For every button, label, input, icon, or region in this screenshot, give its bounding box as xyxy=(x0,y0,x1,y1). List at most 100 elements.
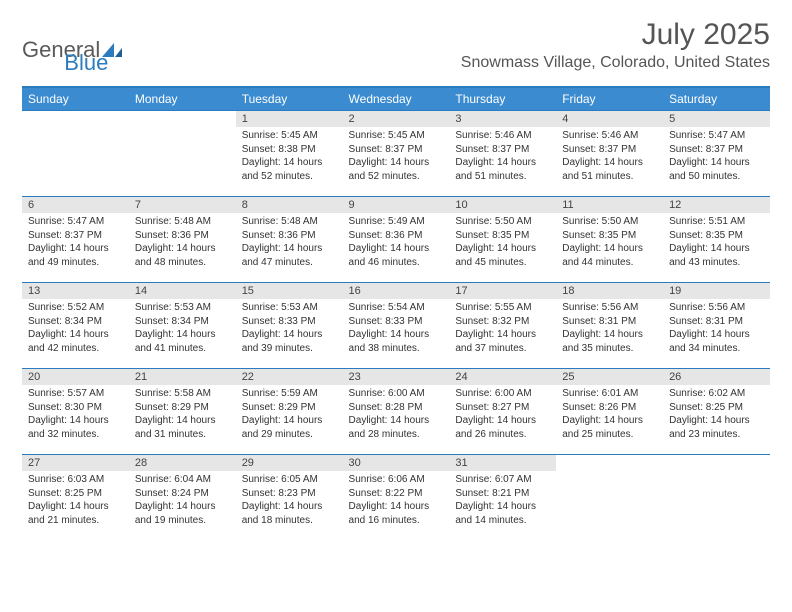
daylight-text: Daylight: 14 hours and 52 minutes. xyxy=(242,156,337,183)
day-number: 9 xyxy=(343,197,450,213)
sunrise-text: Sunrise: 6:01 AM xyxy=(562,387,657,401)
daylight-text: Daylight: 14 hours and 25 minutes. xyxy=(562,414,657,441)
sunrise-text: Sunrise: 6:03 AM xyxy=(28,473,123,487)
daylight-text: Daylight: 14 hours and 32 minutes. xyxy=(28,414,123,441)
calendar-cell: 5Sunrise: 5:47 AMSunset: 8:37 PMDaylight… xyxy=(663,111,770,197)
day-number: 25 xyxy=(556,369,663,385)
sunset-text: Sunset: 8:34 PM xyxy=(28,315,123,329)
sunset-text: Sunset: 8:21 PM xyxy=(455,487,550,501)
calendar-cell: 25 Sunrise: 6:01 AMSunset: 8:26 PMDayligh… xyxy=(556,369,663,455)
day-header-tuesday: Tuesday xyxy=(236,87,343,111)
sunset-text: Sunset: 8:36 PM xyxy=(135,229,230,243)
sunset-text: Sunset: 8:34 PM xyxy=(135,315,230,329)
day-details: Sunrise: 5:50 AMSunset: 8:35 PMDaylight:… xyxy=(556,213,663,273)
day-number: 12 xyxy=(663,197,770,213)
day-details: Sunrise: 5:57 AMSunset: 8:30 PMDaylight:… xyxy=(22,385,129,445)
calendar-cell: 9Sunrise: 5:49 AMSunset: 8:36 PMDaylight… xyxy=(343,197,450,283)
sunrise-text: Sunrise: 5:45 AM xyxy=(242,129,337,143)
logo: General Blue xyxy=(22,18,108,76)
day-number: 11 xyxy=(556,197,663,213)
calendar-cell: 22Sunrise: 5:59 AMSunset: 8:29 PMDayligh… xyxy=(236,369,343,455)
sunrise-text: Sunrise: 5:57 AM xyxy=(28,387,123,401)
daylight-text: Daylight: 14 hours and 34 minutes. xyxy=(669,328,764,355)
calendar-table: SundayMondayTuesdayWednesdayThursdayFrid… xyxy=(22,86,770,541)
daylight-text: Daylight: 14 hours and 38 minutes. xyxy=(349,328,444,355)
day-number: 8 xyxy=(236,197,343,213)
day-number: 3 xyxy=(449,111,556,127)
sunset-text: Sunset: 8:36 PM xyxy=(242,229,337,243)
day-details: Sunrise: 5:46 AMSunset: 8:37 PMDaylight:… xyxy=(449,127,556,187)
sunset-text: Sunset: 8:30 PM xyxy=(28,401,123,415)
calendar-cell: 28Sunrise: 6:04 AMSunset: 8:24 PMDayligh… xyxy=(129,455,236,541)
calendar-cell: 26Sunrise: 6:02 AMSunset: 8:25 PMDayligh… xyxy=(663,369,770,455)
day-details: Sunrise: 5:45 AMSunset: 8:37 PMDaylight:… xyxy=(343,127,450,187)
daylight-text: Daylight: 14 hours and 16 minutes. xyxy=(349,500,444,527)
sunset-text: Sunset: 8:38 PM xyxy=(242,143,337,157)
calendar-cell: 31Sunrise: 6:07 AMSunset: 8:21 PMDayligh… xyxy=(449,455,556,541)
daylight-text: Daylight: 14 hours and 23 minutes. xyxy=(669,414,764,441)
header: General Blue July 2025 Snowmass Village,… xyxy=(22,18,770,76)
day-number: 15 xyxy=(236,283,343,299)
calendar-cell: 3Sunrise: 5:46 AMSunset: 8:37 PMDaylight… xyxy=(449,111,556,197)
day-number: 20 xyxy=(22,369,129,385)
daylight-text: Daylight: 14 hours and 51 minutes. xyxy=(562,156,657,183)
day-details: Sunrise: 5:49 AMSunset: 8:36 PMDaylight:… xyxy=(343,213,450,273)
calendar-cell: 12Sunrise: 5:51 AMSunset: 8:35 PMDayligh… xyxy=(663,197,770,283)
day-details: Sunrise: 5:53 AMSunset: 8:33 PMDaylight:… xyxy=(236,299,343,359)
day-details: Sunrise: 6:06 AMSunset: 8:22 PMDaylight:… xyxy=(343,471,450,531)
calendar-cell: 13Sunrise: 5:52 AMSunset: 8:34 PMDayligh… xyxy=(22,283,129,369)
sunset-text: Sunset: 8:26 PM xyxy=(562,401,657,415)
day-number: 6 xyxy=(22,197,129,213)
calendar-row: 27Sunrise: 6:03 AMSunset: 8:25 PMDayligh… xyxy=(22,455,770,541)
daylight-text: Daylight: 14 hours and 18 minutes. xyxy=(242,500,337,527)
sunset-text: Sunset: 8:29 PM xyxy=(135,401,230,415)
sunset-text: Sunset: 8:28 PM xyxy=(349,401,444,415)
day-number: 4 xyxy=(556,111,663,127)
day-details: Sunrise: 5:50 AMSunset: 8:35 PMDaylight:… xyxy=(449,213,556,273)
sunset-text: Sunset: 8:36 PM xyxy=(349,229,444,243)
calendar-cell: 18Sunrise: 5:56 AMSunset: 8:31 PMDayligh… xyxy=(556,283,663,369)
day-details: Sunrise: 5:46 AMSunset: 8:37 PMDaylight:… xyxy=(556,127,663,187)
logo-text-blue: Blue xyxy=(64,50,108,76)
sunrise-text: Sunrise: 5:51 AM xyxy=(669,215,764,229)
sunrise-text: Sunrise: 5:53 AM xyxy=(242,301,337,315)
sunset-text: Sunset: 8:35 PM xyxy=(455,229,550,243)
day-details: Sunrise: 5:51 AMSunset: 8:35 PMDaylight:… xyxy=(663,213,770,273)
day-header-monday: Monday xyxy=(129,87,236,111)
day-number: 1 xyxy=(236,111,343,127)
daylight-text: Daylight: 14 hours and 35 minutes. xyxy=(562,328,657,355)
sunrise-text: Sunrise: 5:56 AM xyxy=(562,301,657,315)
day-details: Sunrise: 5:56 AMSunset: 8:31 PMDaylight:… xyxy=(556,299,663,359)
calendar-cell: 29Sunrise: 6:05 AMSunset: 8:23 PMDayligh… xyxy=(236,455,343,541)
day-details: Sunrise: 5:53 AMSunset: 8:34 PMDaylight:… xyxy=(129,299,236,359)
calendar-cell: 19Sunrise: 5:56 AMSunset: 8:31 PMDayligh… xyxy=(663,283,770,369)
calendar-cell: 20Sunrise: 5:57 AMSunset: 8:30 PMDayligh… xyxy=(22,369,129,455)
calendar-cell: 16Sunrise: 5:54 AMSunset: 8:33 PMDayligh… xyxy=(343,283,450,369)
sunrise-text: Sunrise: 5:47 AM xyxy=(669,129,764,143)
daylight-text: Daylight: 14 hours and 26 minutes. xyxy=(455,414,550,441)
day-number: 28 xyxy=(129,455,236,471)
sunset-text: Sunset: 8:33 PM xyxy=(242,315,337,329)
sunrise-text: Sunrise: 5:55 AM xyxy=(455,301,550,315)
calendar-cell: .. xyxy=(556,455,663,541)
sunset-text: Sunset: 8:31 PM xyxy=(562,315,657,329)
calendar-cell: 11Sunrise: 5:50 AMSunset: 8:35 PMDayligh… xyxy=(556,197,663,283)
day-details: Sunrise: 5:54 AMSunset: 8:33 PMDaylight:… xyxy=(343,299,450,359)
daylight-text: Daylight: 14 hours and 49 minutes. xyxy=(28,242,123,269)
month-title: July 2025 xyxy=(461,18,770,52)
sunset-text: Sunset: 8:37 PM xyxy=(455,143,550,157)
day-number: 30 xyxy=(343,455,450,471)
sunset-text: Sunset: 8:23 PM xyxy=(242,487,337,501)
daylight-text: Daylight: 14 hours and 31 minutes. xyxy=(135,414,230,441)
day-header-saturday: Saturday xyxy=(663,87,770,111)
calendar-cell: 15Sunrise: 5:53 AMSunset: 8:33 PMDayligh… xyxy=(236,283,343,369)
day-details: Sunrise: 6:02 AMSunset: 8:25 PMDaylight:… xyxy=(663,385,770,445)
day-details: Sunrise: 5:47 AMSunset: 8:37 PMDaylight:… xyxy=(663,127,770,187)
day-number: 10 xyxy=(449,197,556,213)
calendar-cell: .. xyxy=(22,111,129,197)
sunset-text: Sunset: 8:27 PM xyxy=(455,401,550,415)
sunrise-text: Sunrise: 5:52 AM xyxy=(28,301,123,315)
day-header-wednesday: Wednesday xyxy=(343,87,450,111)
daylight-text: Daylight: 14 hours and 28 minutes. xyxy=(349,414,444,441)
sunset-text: Sunset: 8:35 PM xyxy=(562,229,657,243)
